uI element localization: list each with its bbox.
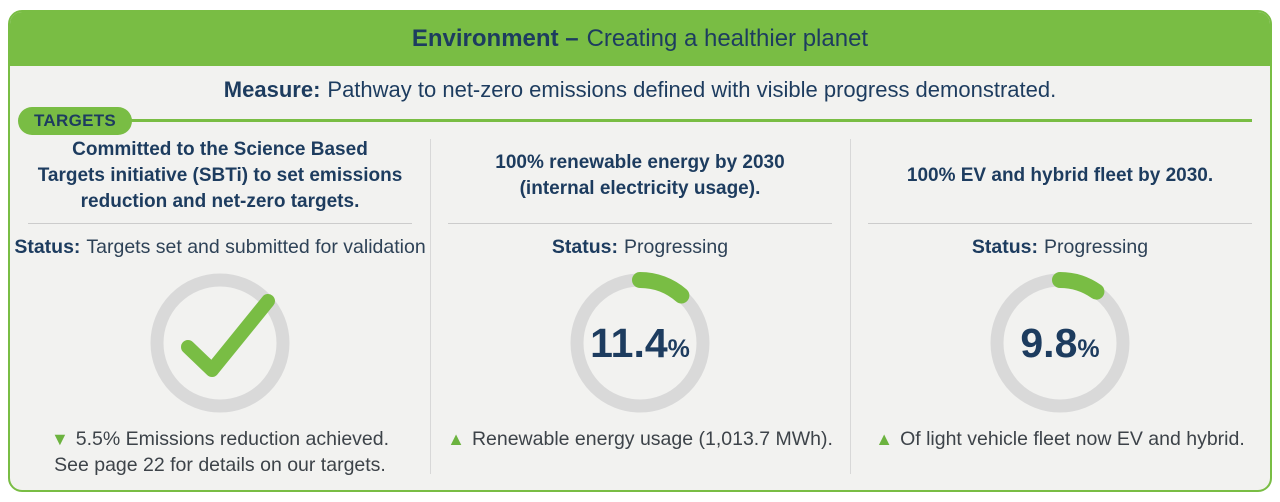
ev-fleet-gauge-chart: 9.8% <box>985 268 1135 418</box>
environment-scorecard-panel: Environment – Creating a healthier plane… <box>8 10 1272 492</box>
indicator-area: 9.8% <box>850 267 1270 419</box>
status-label: Status: <box>971 236 1039 258</box>
status-value: Targets set and submitted for validation <box>86 236 426 258</box>
target-underline <box>868 223 1252 224</box>
up-triangle-icon: ▲ <box>447 429 465 449</box>
status-line: Status: Progressing <box>430 236 850 259</box>
checkmark-indicator <box>145 268 295 418</box>
donut-gauge-icon <box>569 272 711 414</box>
target-column-sbti: Committed to the Science Based Targets i… <box>10 135 430 490</box>
footnote-text: Renewable energy usage (1,013.7 MWh). <box>471 428 833 450</box>
status-label: Status: <box>551 236 619 258</box>
target-statement: 100% renewable energy by 2030 (internal … <box>495 151 785 199</box>
targets-columns: Committed to the Science Based Targets i… <box>10 135 1270 490</box>
target-statement: Committed to the Science Based Targets i… <box>37 138 403 213</box>
footnote-text: 5.5% Emissions reduction achieved. See p… <box>54 428 390 476</box>
gauge-percent-number: 9.8 <box>1020 319 1078 366</box>
target-underline <box>448 223 832 224</box>
column-divider <box>850 139 851 474</box>
targets-badge: TARGETS <box>18 107 133 135</box>
donut-gauge-icon <box>989 272 1131 414</box>
target-underline <box>28 223 412 224</box>
panel-title-emphasis: Environment – <box>411 25 579 52</box>
panel-title-rest: Creating a healthier planet <box>586 25 869 52</box>
status-line: Status: Progressing <box>850 236 1270 259</box>
gauge-value: 9.8% <box>985 268 1135 418</box>
footnote: ▼ 5.5% Emissions reduction achieved. See … <box>10 426 430 478</box>
panel-header: Environment – Creating a healthier plane… <box>10 12 1270 66</box>
status-line: Status: Targets set and submitted for val… <box>10 236 430 259</box>
renewable-energy-gauge-chart: 11.4% <box>565 268 715 418</box>
gauge-value: 11.4% <box>565 268 715 418</box>
target-column-ev-fleet: 100% EV and hybrid fleet by 2030. Status… <box>850 135 1270 490</box>
status-label: Status: <box>14 236 81 258</box>
status-value: Progressing <box>1044 236 1149 258</box>
footnote: ▲ Renewable energy usage (1,013.7 MWh). <box>430 426 850 452</box>
target-statement: 100% EV and hybrid fleet by 2030. <box>906 164 1214 186</box>
footnote: ▲ Of light vehicle fleet now EV and hybri… <box>850 426 1270 452</box>
target-column-renewable-energy: 100% renewable energy by 2030 (internal … <box>430 135 850 490</box>
indicator-area <box>10 267 430 419</box>
down-triangle-icon: ▼ <box>50 429 69 449</box>
footnote-text: Of light vehicle fleet now EV and hybrid… <box>900 428 1245 450</box>
gauge-percent-sign: % <box>667 334 690 363</box>
indicator-area: 11.4% <box>430 267 850 419</box>
targets-section-header: TARGETS <box>10 107 1270 135</box>
gauge-percent-sign: % <box>1077 334 1100 363</box>
checkmark-icon <box>150 273 290 413</box>
status-value: Progressing <box>624 236 729 258</box>
column-divider <box>429 139 431 474</box>
measure-text: Pathway to net-zero emissions defined wi… <box>327 77 1057 102</box>
measure-statement: Measure: Pathway to net-zero emissions de… <box>10 76 1270 103</box>
up-triangle-icon: ▲ <box>875 429 894 449</box>
gauge-percent-number: 11.4 <box>590 319 668 366</box>
targets-divider-line <box>24 119 1252 122</box>
measure-label: Measure: <box>223 77 321 102</box>
